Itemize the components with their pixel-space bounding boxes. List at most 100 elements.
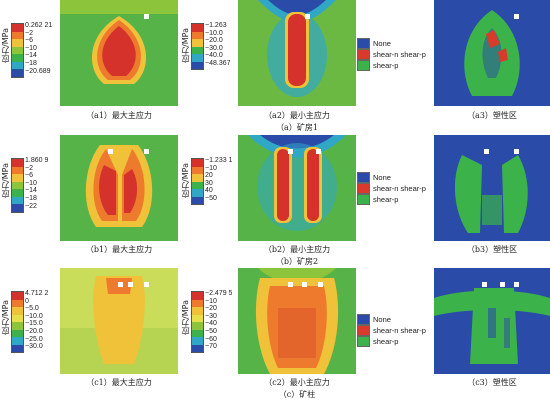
cb-label: −10.0: [25, 312, 43, 320]
legend-item-none: None: [357, 314, 426, 325]
b2-min-principal-stress-map: [238, 135, 356, 241]
c2-colorbar-legend: 应力/MPa −2.479 5 −10 −20 −30 −40 −50 −60 …: [180, 288, 238, 364]
c2-min-principal-stress-map: [238, 268, 356, 374]
cb-label: −1.263: [205, 22, 227, 29]
c1-colorbar-legend: 应力/MPa 4.712 2 0 −5.0 −10.0 −15.0 −20.0 …: [0, 288, 58, 364]
legend-label: None: [373, 315, 391, 324]
cb-label: −18: [25, 59, 37, 67]
b-group-caption: （b）矿房2: [275, 257, 319, 266]
b3-caption: （b3）塑性区: [466, 245, 518, 254]
c1-colorbar-swatches: [11, 291, 24, 353]
cb-label: 20: [205, 172, 213, 180]
b3-plastic-legend: None shear-n shear-p shear-p: [357, 172, 426, 205]
a3-caption: （a3）塑性区: [467, 111, 517, 120]
b1-colorbar-swatches: [11, 158, 24, 213]
b1-max-principal-stress-map: [60, 135, 178, 241]
swatch-none: [357, 172, 370, 183]
b2-colorbar-legend: 应力/MPa −1.233 1 −10 20 30 40 −50: [180, 155, 238, 225]
cb-label: −14: [25, 187, 37, 195]
legend-item-shear-n-shear-p: shear-n shear-p: [357, 49, 426, 60]
cb-label: −15.0: [25, 320, 43, 328]
c1-max-principal-stress-map: [60, 268, 178, 374]
c2-colorbar-labels: −2.479 5 −10 −20 −30 −40 −50 −60 −70: [205, 290, 232, 351]
cb-label: −1.233 1: [205, 157, 233, 164]
cb-label: −50: [205, 327, 217, 335]
cb-label: −22: [25, 202, 37, 210]
cb-label: −10: [25, 179, 37, 187]
legend-label: shear-n shear-p: [373, 50, 426, 59]
a1-max-principal-stress-map: [60, 0, 178, 106]
cb-label: −10: [25, 44, 37, 52]
a2-colorbar-unit: 应力/MPa: [181, 28, 190, 63]
b2-colorbar-labels: −1.233 1 −10 20 30 40 −50: [205, 157, 232, 203]
c2-colorbar-unit: 应力/MPa: [181, 300, 190, 335]
cb-label: −48.367: [205, 59, 231, 67]
cb-label: −2: [25, 29, 33, 37]
b1-colorbar-unit: 应力/MPa: [1, 163, 10, 198]
legend-label: shear-p: [373, 195, 399, 204]
a2-min-principal-stress-map: [238, 0, 356, 106]
cb-label: 30: [205, 179, 213, 187]
cb-label: −10.0: [205, 29, 223, 37]
a1-colorbar-labels: 0.262 21 −2 −6 −10 −14 −18 −20.689: [25, 22, 52, 75]
cb-label: −20: [205, 305, 217, 313]
legend-item-shear-p: shear-p: [357, 60, 426, 71]
c1-colorbar-labels: 4.712 2 0 −5.0 −10.0 −15.0 −20.0 −25.0 −…: [25, 290, 48, 351]
b2-caption: （b2）最小主应力: [263, 245, 331, 254]
cb-label: −6: [25, 37, 33, 45]
a2-colorbar-legend: 应力/MPa −1.263 −10.0 −20.0 −30.0 −40.0 −4…: [180, 20, 238, 90]
swatch-none: [357, 38, 370, 49]
swatch-shear-p: [357, 336, 370, 347]
legend-item-shear-n-shear-p: shear-n shear-p: [357, 183, 426, 194]
cb-label: −2.479 5: [205, 290, 233, 297]
a1-caption: （a1）最大主应力: [86, 111, 152, 120]
cb-label: −40.0: [205, 52, 223, 60]
a2-colorbar-swatches: [191, 23, 204, 70]
legend-label: shear-p: [373, 337, 399, 346]
cb-label: 1.860 9: [25, 157, 49, 164]
cb-label: −25.0: [25, 335, 43, 343]
cb-label: 0: [25, 297, 29, 305]
legend-label: shear-n shear-p: [373, 326, 426, 335]
cb-label: −14: [25, 52, 37, 60]
cb-label: −40: [205, 320, 217, 328]
cb-label: −20.0: [25, 327, 43, 335]
c3-caption: （c3）塑性区: [467, 378, 517, 387]
swatch-shear-n: [357, 325, 370, 336]
legend-label: shear-n shear-p: [373, 184, 426, 193]
a3-plastic-zone-map: [434, 0, 550, 106]
cb-label: −5.0: [25, 305, 39, 313]
c3-plastic-legend: None shear-n shear-p shear-p: [357, 314, 426, 347]
cb-label: 0.262 21: [25, 22, 53, 29]
b2-colorbar-unit: 应力/MPa: [181, 163, 190, 198]
c2-caption: （c2）最小主应力: [264, 378, 330, 387]
c1-caption: （c1）最大主应力: [86, 378, 152, 387]
cb-label: −10: [205, 164, 217, 172]
a-group-caption: （a）矿房1: [276, 123, 318, 132]
swatch-shear-p: [357, 194, 370, 205]
b2-colorbar-swatches: [191, 158, 204, 205]
swatch-shear-n: [357, 49, 370, 60]
swatch-shear-p: [357, 60, 370, 71]
cb-label: 40: [205, 187, 213, 195]
cb-label: −50: [205, 194, 217, 202]
cb-label: −30: [205, 312, 217, 320]
cb-label: −70: [205, 343, 217, 351]
cb-label: −30.0: [25, 343, 43, 351]
legend-label: None: [373, 173, 391, 182]
b1-colorbar-labels: 1.860 9 −2 −6 −10 −14 −18 −22: [25, 157, 48, 210]
a1-colorbar-legend: 应力/MPa 0.262 21 −2 −6 −10 −14 −18 −20.68…: [0, 20, 58, 90]
a1-colorbar-swatches: [11, 23, 24, 78]
a1-colorbar-unit: 应力/MPa: [1, 28, 10, 63]
a3-plastic-legend: None shear-n shear-p shear-p: [357, 38, 426, 71]
swatch-shear-n: [357, 183, 370, 194]
c3-plastic-zone-map: [434, 268, 550, 374]
legend-label: None: [373, 39, 391, 48]
cb-label: −60: [205, 335, 217, 343]
legend-item-shear-p: shear-p: [357, 336, 426, 347]
cb-label: −20.0: [205, 37, 223, 45]
legend-item-none: None: [357, 38, 426, 49]
a2-caption: （a2）最小主应力: [264, 111, 330, 120]
a2-colorbar-labels: −1.263 −10.0 −20.0 −30.0 −40.0 −48.367: [205, 22, 231, 68]
b1-colorbar-legend: 应力/MPa 1.860 9 −2 −6 −10 −14 −18 −22: [0, 155, 58, 225]
